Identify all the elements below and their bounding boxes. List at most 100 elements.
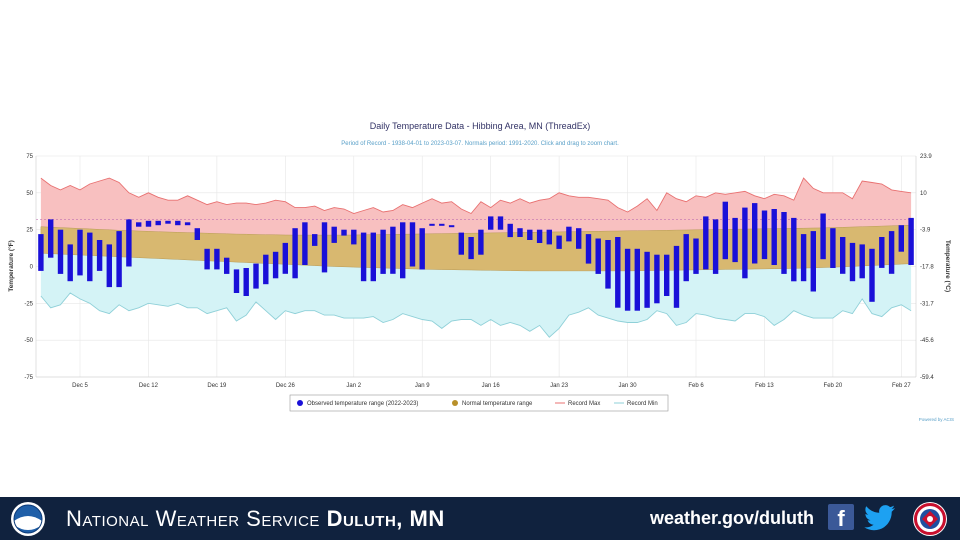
- observed-bar: [664, 254, 670, 296]
- noaa-logo: [11, 502, 45, 536]
- nws-logo: [913, 502, 947, 536]
- observed-bar: [507, 223, 513, 238]
- observed-bar: [761, 210, 768, 260]
- temperature-chart[interactable]: Daily Temperature Data - Hibbing Area, M…: [0, 110, 960, 428]
- observed-bar: [175, 220, 181, 226]
- observed-bar: [703, 216, 709, 270]
- website-link[interactable]: weather.gov/duluth: [650, 508, 815, 528]
- observed-bar: [224, 257, 230, 274]
- observed-bar: [439, 223, 445, 226]
- y-tick-label-right: -31.7: [920, 301, 934, 307]
- observed-bar: [673, 245, 680, 308]
- y-tick-label-right: -3.9: [920, 228, 931, 234]
- observed-bar: [468, 237, 474, 260]
- observed-bar: [791, 217, 797, 282]
- chart-credit: Powered by ACIS: [919, 417, 954, 422]
- observed-bar: [849, 242, 856, 282]
- y-tick-label-left: 75: [26, 154, 33, 160]
- observed-bar: [585, 234, 592, 264]
- x-tick-label: Jan 23: [550, 383, 569, 389]
- observed-bar: [527, 229, 533, 240]
- observed-bar: [732, 217, 738, 263]
- twitter-icon[interactable]: [864, 504, 896, 532]
- observed-bar: [859, 244, 865, 279]
- y-tick-label-left: -50: [24, 338, 33, 344]
- observed-bar: [194, 228, 200, 240]
- observed-bar: [888, 231, 895, 274]
- observed-bar: [634, 248, 640, 311]
- observed-bar: [556, 235, 562, 249]
- y-tick-label-left: 0: [30, 265, 34, 271]
- legend-box: [289, 394, 669, 412]
- legend-item-normal[interactable]: Normal temperature range: [462, 401, 533, 407]
- y-axis-label-left: Temperature (°F): [7, 240, 15, 292]
- legend-marker-normal: [452, 400, 458, 406]
- observed-bar: [488, 216, 494, 230]
- legend-item-record-max[interactable]: Record Max: [568, 401, 600, 407]
- x-tick-label: Jan 16: [482, 383, 501, 389]
- observed-bar: [126, 219, 132, 267]
- observed-bar: [810, 231, 816, 292]
- observed-bar: [165, 220, 171, 224]
- observed-bar: [448, 225, 455, 228]
- observed-bar: [722, 201, 728, 260]
- facebook-icon[interactable]: f: [828, 504, 854, 531]
- observed-bar: [879, 237, 885, 268]
- observed-bar: [517, 228, 523, 237]
- observed-bar: [292, 228, 298, 279]
- legend-item-observed[interactable]: Observed temperature range (2022-2023): [307, 401, 418, 407]
- observed-bar: [400, 222, 406, 279]
- observed-bar: [145, 220, 152, 227]
- observed-bar: [331, 226, 337, 243]
- observed-bar: [566, 226, 572, 242]
- series-layer: [36, 177, 916, 338]
- record-min-line: [40, 292, 912, 338]
- x-tick-label: Jan 9: [415, 383, 430, 389]
- observed-bar: [77, 229, 83, 276]
- x-tick-label: Feb 20: [824, 383, 843, 389]
- observed-bar: [243, 268, 249, 296]
- observed-bar: [693, 238, 699, 274]
- observed-bar: [478, 229, 484, 255]
- observed-bar: [390, 226, 396, 274]
- observed-bar: [302, 222, 308, 265]
- observed-bar: [654, 254, 660, 304]
- observed-bar: [908, 217, 914, 265]
- x-tick-label: Feb 27: [892, 383, 911, 389]
- observed-bar: [605, 240, 611, 289]
- observed-bar: [233, 269, 240, 293]
- observed-bar: [321, 222, 328, 273]
- observed-bar: [87, 232, 93, 282]
- footer-title: National Weather Service Duluth, MN: [66, 506, 445, 532]
- observed-bar: [272, 251, 279, 279]
- observed-bar: [116, 231, 122, 288]
- observed-bar: [106, 244, 112, 288]
- y-tick-label-right: 23.9: [920, 154, 932, 160]
- observed-bar: [800, 234, 807, 282]
- observed-bar: [312, 234, 318, 246]
- observed-bar: [497, 216, 504, 230]
- y-tick-label-left: 50: [26, 191, 33, 197]
- observed-bar: [184, 222, 191, 226]
- observed-bar: [830, 228, 836, 268]
- observed-bar: [204, 248, 210, 270]
- axis-layer: 75 23.9 50 10 25 -3.9 0 -17.8 -25 -31.7 -50 -45.6 -7…: [24, 154, 934, 389]
- observed-bar: [752, 203, 758, 264]
- observed-bar: [458, 232, 464, 255]
- legend-item-record-min[interactable]: Record Min: [627, 401, 658, 407]
- x-tick-label: Jan 2: [346, 383, 361, 389]
- observed-bar: [624, 248, 631, 311]
- observed-bar: [409, 222, 416, 267]
- legend[interactable]: Observed temperature range (2022-2023) N…: [289, 394, 669, 412]
- observed-bar: [840, 237, 846, 274]
- observed-bar: [742, 207, 748, 279]
- record-max-line: [40, 177, 912, 215]
- observed-bar: [712, 219, 719, 274]
- footer-bar: National Weather Service Duluth, MN weat…: [0, 497, 960, 540]
- observed-bar: [771, 209, 777, 265]
- observed-bar: [595, 238, 601, 274]
- observed-bar: [67, 244, 73, 282]
- y-tick-label-right: -59.4: [920, 375, 934, 381]
- observed-bar: [869, 248, 875, 302]
- observed-bar: [781, 212, 787, 274]
